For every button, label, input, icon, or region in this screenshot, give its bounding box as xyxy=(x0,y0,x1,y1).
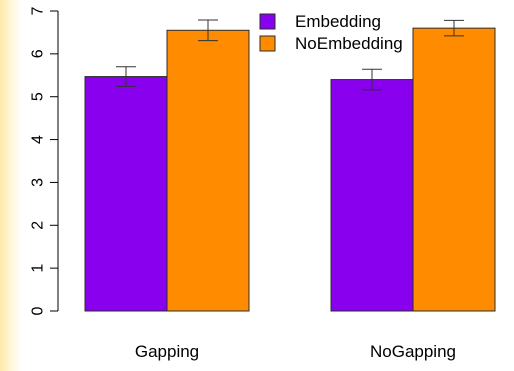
y-axis: 0 1 2 3 4 5 6 7 xyxy=(30,6,59,315)
legend-label-noembedding: NoEmbedding xyxy=(295,34,403,53)
y-tick-label: 7 xyxy=(30,6,47,15)
bar-embedding-nogapping xyxy=(330,79,414,312)
bar-noembedding-nogapping xyxy=(412,27,496,312)
category-labels: Gapping NoGapping xyxy=(135,342,456,361)
y-tick-label: 6 xyxy=(30,49,47,58)
y-tick-label: 5 xyxy=(30,92,47,101)
category-label-nogapping: NoGapping xyxy=(370,342,456,361)
y-tick-label: 2 xyxy=(30,221,47,230)
legend-label-embedding: Embedding xyxy=(295,12,381,31)
category-label-gapping: Gapping xyxy=(135,342,199,361)
legend-swatch-embedding xyxy=(259,13,276,30)
y-tick-label: 0 xyxy=(30,306,47,315)
error-bars xyxy=(116,19,464,91)
bars xyxy=(84,27,496,312)
bar-noembedding-gapping xyxy=(166,29,250,312)
bar-embedding-gapping xyxy=(84,76,168,312)
y-tick-label: 3 xyxy=(30,178,47,187)
y-tick-label: 1 xyxy=(30,264,47,273)
left-edge-highlight xyxy=(0,0,22,371)
legend-swatch-noembedding xyxy=(259,35,276,52)
legend: Embedding NoEmbedding xyxy=(259,12,403,53)
y-tick-label: 4 xyxy=(30,135,47,144)
